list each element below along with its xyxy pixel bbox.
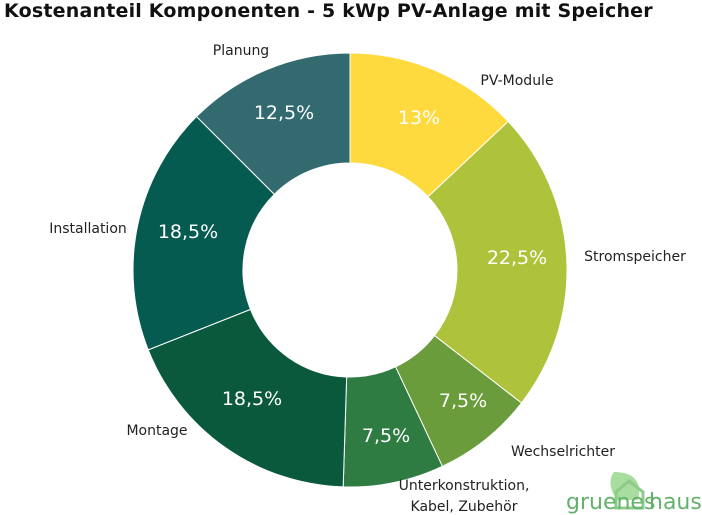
house-leaf-icon: gruenes haus <box>566 472 702 515</box>
gruenes-haus-logo: gruenes haus <box>566 470 702 515</box>
value-label: 7,5% <box>439 390 487 412</box>
value-label: 18,5% <box>158 221 218 243</box>
slice-4 <box>147 308 348 488</box>
chart-title: Kostenanteil Komponenten - 5 kWp PV-Anla… <box>4 0 653 22</box>
value-label: 12,5% <box>254 102 314 124</box>
category-label: Wechselrichter <box>511 444 615 460</box>
category-label: Planung <box>213 43 269 59</box>
slice-5 <box>132 115 276 351</box>
category-label: Stromspeicher <box>584 249 686 265</box>
category-label: Installation <box>49 221 127 237</box>
slice-6 <box>195 52 351 196</box>
svg-text:gruenes: gruenes <box>566 490 655 515</box>
value-label: 7,5% <box>362 425 410 447</box>
value-label: 13% <box>398 107 440 129</box>
svg-text:haus: haus <box>649 490 702 515</box>
value-label: 22,5% <box>487 247 547 269</box>
value-label: 18,5% <box>222 388 282 410</box>
category-label: Montage <box>126 423 187 439</box>
category-label: PV-Module <box>480 73 553 89</box>
category-label: Kabel, Zubehör <box>411 499 518 515</box>
category-label: Unterkonstruktion, <box>399 478 530 494</box>
slice-1 <box>427 120 568 404</box>
